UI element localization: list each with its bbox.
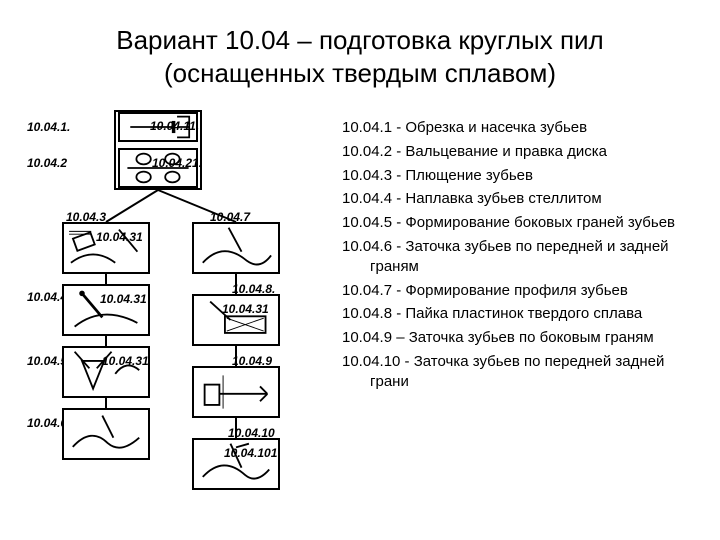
item-code: 10.04.6 (342, 238, 392, 255)
item-code: 10.04.4 (342, 190, 392, 207)
page-title: Вариант 10.04 – подготовка круглых пил (… (0, 24, 720, 89)
list-item: 10.04.10 - Заточка зубьев по передней за… (342, 352, 702, 392)
item-sep: - (392, 305, 405, 322)
node-box-7 (192, 222, 280, 274)
title-line-2: (оснащенных твердым сплавом) (164, 58, 556, 88)
item-text: Пайка пластинок твердого сплава (405, 305, 642, 322)
item-sep: - (392, 282, 405, 299)
item-text: Заточка зубьев по передней и задней гран… (370, 238, 669, 275)
list-item: 10.04.3 - Плющение зубьев (342, 166, 702, 186)
item-code: 10.04.7 (342, 282, 392, 299)
definition-list: 10.04.1 - Обрезка и насечка зубьев 10.04… (342, 118, 702, 396)
slide: Вариант 10.04 – подготовка круглых пил (… (0, 0, 720, 540)
list-item: 10.04.4 - Наплавка зубьев стеллитом (342, 189, 702, 209)
item-code: 10.04.3 (342, 167, 392, 184)
item-text: Заточка зубьев по передней задней грани (370, 353, 664, 390)
item-text: Заточка зубьев по боковым граням (409, 329, 654, 346)
item-code: 10.04.9 (342, 329, 392, 346)
list-item: 10.04.9 – Заточка зубьев по боковым гран… (342, 328, 702, 348)
item-text: Вальцевание и правка диска (405, 143, 607, 160)
item-code: 10.04.1 (342, 119, 392, 136)
item-text: Формирование профиля зубьев (405, 282, 627, 299)
item-text: Формирование боковых граней зубьев (405, 214, 675, 231)
list-item: 10.04.6 - Заточка зубьев по передней и з… (342, 237, 702, 277)
node-inner-5: 10.04.31 (102, 354, 149, 368)
item-sep: - (392, 190, 405, 207)
item-code: 10.04.10 (342, 353, 400, 370)
node-inner-3: 10.04.31 (96, 230, 143, 244)
item-sep: - (392, 214, 405, 231)
node-inner-10: 10.04.101 (224, 446, 277, 460)
list-item: 10.04.1 - Обрезка и насечка зубьев (342, 118, 702, 138)
item-sep: - (400, 353, 413, 370)
node-inner-8: 10.04.31 (222, 302, 269, 316)
item-sep: - (392, 143, 405, 160)
item-text: Обрезка и насечка зубьев (405, 119, 587, 136)
list-item: 10.04.8 - Пайка пластинок твердого сплав… (342, 304, 702, 324)
item-code: 10.04.8 (342, 305, 392, 322)
node-box-6 (62, 408, 150, 460)
node-box-9 (192, 366, 280, 418)
item-sep: - (392, 119, 405, 136)
list-item: 10.04.7 - Формирование профиля зубьев (342, 281, 702, 301)
item-sep: - (392, 238, 405, 255)
item-sep: – (392, 329, 409, 346)
list-item: 10.04.5 - Формирование боковых граней зу… (342, 213, 702, 233)
item-code: 10.04.5 (342, 214, 392, 231)
title-line-1: Вариант 10.04 – подготовка круглых пил (116, 25, 603, 55)
item-text: Наплавка зубьев стеллитом (405, 190, 601, 207)
flowchart: 10.04.1. 10.04.11. 10.04.2 10.04.21. (22, 110, 328, 520)
node-inner-4: 10.04.31 (100, 292, 147, 306)
list-item: 10.04.2 - Вальцевание и правка диска (342, 142, 702, 162)
item-sep: - (392, 167, 405, 184)
item-text: Плющение зубьев (405, 167, 533, 184)
item-code: 10.04.2 (342, 143, 392, 160)
